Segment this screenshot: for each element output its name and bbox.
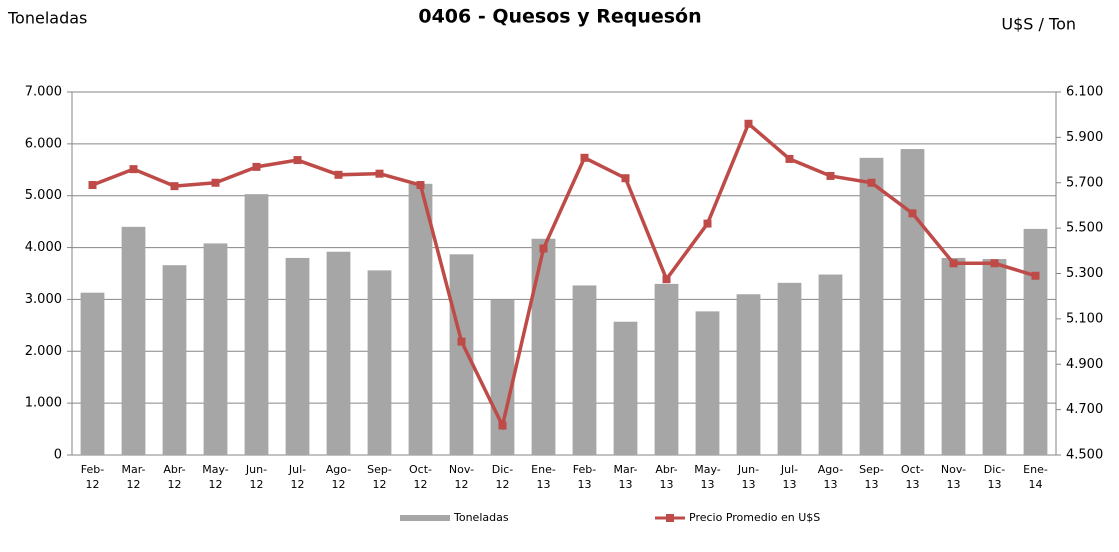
x-tick-label: Jun-12 (245, 463, 267, 491)
x-tick-label: May-12 (202, 463, 229, 491)
bar (244, 194, 269, 455)
bar (121, 226, 146, 455)
x-tick-label: Abr-13 (655, 463, 677, 491)
line-marker (539, 244, 548, 253)
x-tick-label: May-13 (694, 463, 721, 491)
y-tick-label: 0 (54, 448, 62, 463)
y2-tick-label: 5.500 (1066, 221, 1103, 236)
line-marker (457, 337, 466, 346)
x-tick-label: Dic-13 (984, 463, 1006, 491)
bar (572, 285, 597, 455)
y-tick-label: 5.000 (25, 188, 62, 203)
y-tick-label: 3.000 (25, 292, 62, 307)
x-tick-label: Mar-13 (613, 463, 637, 491)
line-marker (88, 181, 97, 190)
line-marker (1031, 271, 1040, 280)
legend-label: Precio Promedio en U$S (689, 511, 820, 524)
line-marker (498, 421, 507, 430)
bar (818, 274, 843, 455)
legend-swatch (400, 515, 450, 521)
bar (736, 294, 761, 455)
line-marker (416, 181, 425, 190)
y-tick-label: 4.000 (25, 240, 62, 255)
x-tick-label: Ene-13 (531, 463, 556, 491)
x-tick-label: Sep-13 (859, 463, 884, 491)
line-marker (580, 153, 589, 162)
bar (408, 183, 433, 455)
x-tick-label: Oct-12 (409, 463, 432, 491)
line-marker (662, 275, 671, 284)
bar (80, 292, 105, 455)
line-marker (867, 178, 876, 187)
line-marker (170, 182, 179, 191)
bar (162, 265, 187, 455)
x-tick-label: Jul-13 (780, 463, 798, 491)
y-tick-label: 6.000 (25, 136, 62, 151)
bar (654, 283, 679, 455)
x-tick-label: Abr-12 (163, 463, 185, 491)
line-marker (621, 174, 630, 183)
x-tick-label: Feb-12 (81, 463, 104, 491)
y2-tick-label: 6.100 (1066, 85, 1103, 100)
y-axis-title: Toneladas (7, 9, 87, 28)
bar (613, 321, 638, 455)
y2-tick-label: 4.700 (1066, 402, 1103, 417)
x-tick-label: Mar-12 (121, 463, 145, 491)
bar (982, 258, 1007, 455)
bar (777, 282, 802, 455)
line (91, 120, 1037, 431)
x-tick-label: Oct-13 (901, 463, 924, 491)
bar (285, 257, 310, 455)
line-marker (908, 209, 917, 218)
line-marker (129, 165, 138, 174)
y-tick-label: 2.000 (25, 344, 62, 359)
line-marker (703, 219, 712, 228)
bar (367, 270, 392, 455)
bar (490, 299, 515, 455)
x-tick-label: Nov-12 (449, 463, 474, 491)
line-marker (293, 156, 302, 165)
bar (203, 243, 228, 455)
x-tick-label: Ene-14 (1023, 463, 1048, 491)
line-marker (744, 119, 753, 128)
bar (859, 157, 884, 455)
y2-axis-title: U$S / Ton (1001, 15, 1076, 34)
x-tick-label: Jul-12 (288, 463, 306, 491)
line-marker (949, 259, 958, 268)
x-tick-label: Sep-12 (367, 463, 392, 491)
x-tick-label: Ago-13 (818, 463, 843, 491)
chart-title: 0406 - Quesos y Requesón (418, 6, 701, 28)
y2-tick-label: 5.700 (1066, 175, 1103, 190)
line-marker (375, 169, 384, 178)
legend-swatch (666, 514, 674, 522)
legend-label: Toneladas (453, 511, 509, 524)
x-tick-label: Nov-13 (941, 463, 966, 491)
line-marker (334, 170, 343, 179)
x-tick-label: Ago-12 (326, 463, 351, 491)
bar (449, 254, 474, 455)
y2-tick-label: 4.900 (1066, 357, 1103, 372)
bar (695, 311, 720, 455)
bar (1023, 228, 1048, 455)
y2-tick-label: 4.500 (1066, 448, 1103, 463)
y2-tick-label: 5.900 (1066, 130, 1103, 145)
y2-tick-label: 5.300 (1066, 266, 1103, 281)
bar (941, 257, 966, 455)
bar (326, 251, 351, 455)
line-marker (785, 154, 794, 163)
line-marker (252, 162, 261, 171)
x-tick-label: Dic-12 (492, 463, 514, 491)
y-tick-label: 1.000 (25, 396, 62, 411)
line-marker (211, 178, 220, 187)
bar (531, 238, 556, 455)
x-tick-label: Jun-13 (737, 463, 759, 491)
x-tick-label: Feb-13 (573, 463, 596, 491)
line-marker (826, 171, 835, 180)
line-marker (990, 259, 999, 268)
bar (900, 149, 925, 456)
y2-tick-label: 5.100 (1066, 311, 1103, 326)
y-tick-label: 7.000 (25, 85, 62, 100)
